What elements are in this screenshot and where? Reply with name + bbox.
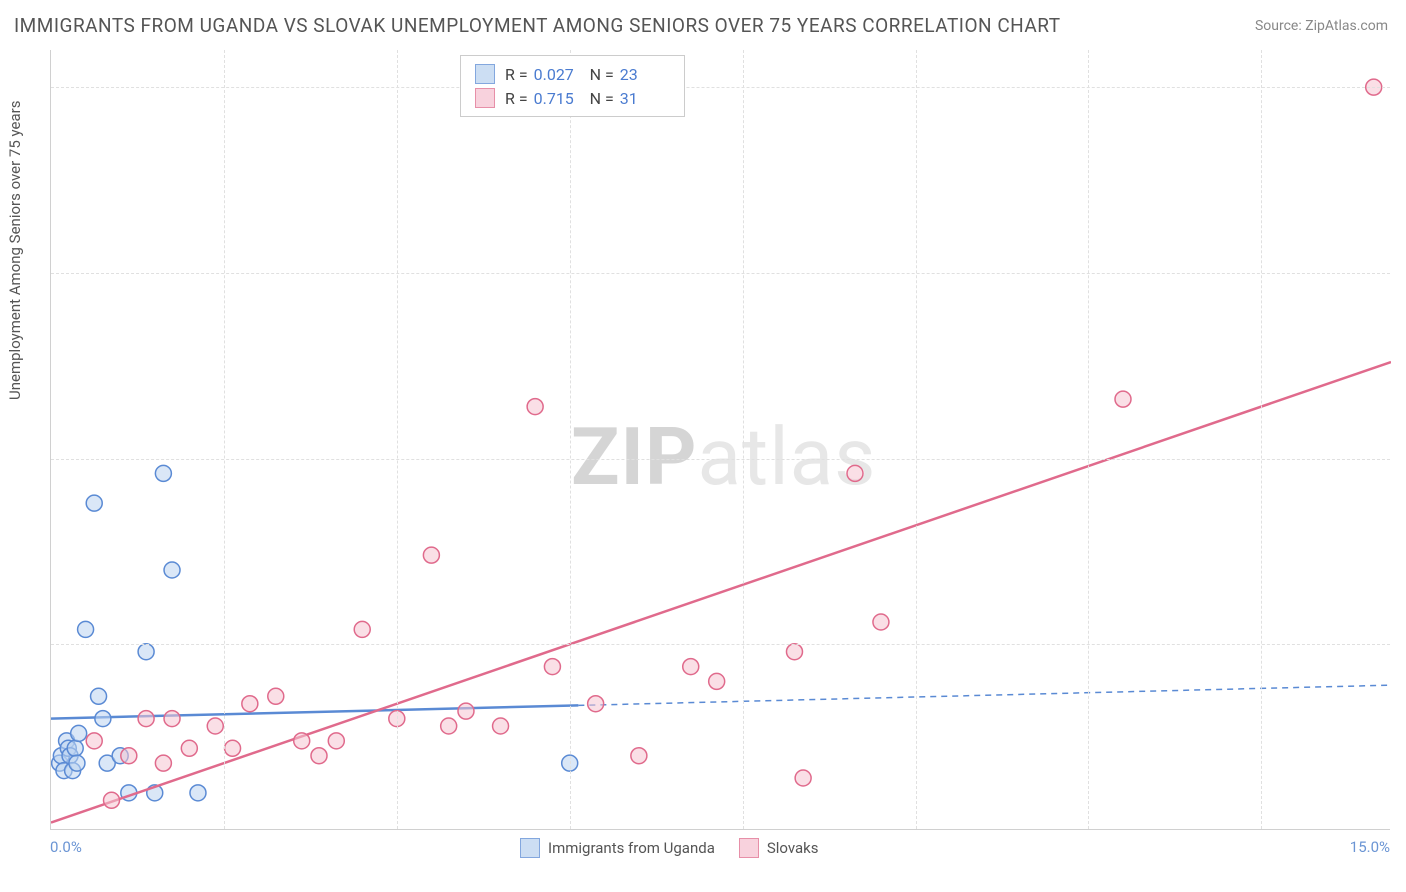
stat-text: R = 0.715 N = 31 bbox=[505, 89, 670, 108]
swatch-icon bbox=[475, 88, 495, 108]
chart-source: Source: ZipAtlas.com bbox=[1255, 18, 1388, 34]
n-value: 31 bbox=[620, 89, 670, 108]
n-label: N = bbox=[590, 65, 614, 84]
stat-legend-row: R = 0.027 N = 23 bbox=[475, 62, 670, 86]
r-value: 0.027 bbox=[534, 65, 584, 84]
x-tick-label: 15.0% bbox=[1350, 838, 1390, 856]
y-axis-label: Unemployment Among Seniors over 75 years bbox=[6, 101, 24, 400]
n-value: 23 bbox=[620, 65, 670, 84]
series-legend-label: Immigrants from Uganda bbox=[548, 839, 715, 857]
swatch-icon bbox=[739, 838, 759, 858]
series-legend-label: Slovaks bbox=[767, 839, 819, 857]
scatter-svg bbox=[51, 50, 1391, 830]
swatch-icon bbox=[520, 838, 540, 858]
r-label: R = bbox=[505, 89, 528, 108]
stat-legend-row: R = 0.715 N = 31 bbox=[475, 86, 670, 110]
series-legend: Immigrants from Uganda Slovaks bbox=[520, 838, 819, 858]
chart-title: IMMIGRANTS FROM UGANDA VS SLOVAK UNEMPLO… bbox=[14, 14, 1061, 37]
plot-area: ZIPatlas 25.0%50.0%75.0%100.0% bbox=[50, 50, 1390, 830]
series-legend-item: Immigrants from Uganda bbox=[520, 838, 715, 858]
stat-legend: R = 0.027 N = 23 R = 0.715 N = 31 bbox=[460, 55, 685, 117]
r-value: 0.715 bbox=[534, 89, 584, 108]
swatch-icon bbox=[475, 64, 495, 84]
r-label: R = bbox=[505, 65, 528, 84]
n-label: N = bbox=[590, 89, 614, 108]
x-tick-label: 0.0% bbox=[50, 838, 82, 856]
stat-text: R = 0.027 N = 23 bbox=[505, 65, 670, 84]
series-legend-item: Slovaks bbox=[739, 838, 819, 858]
